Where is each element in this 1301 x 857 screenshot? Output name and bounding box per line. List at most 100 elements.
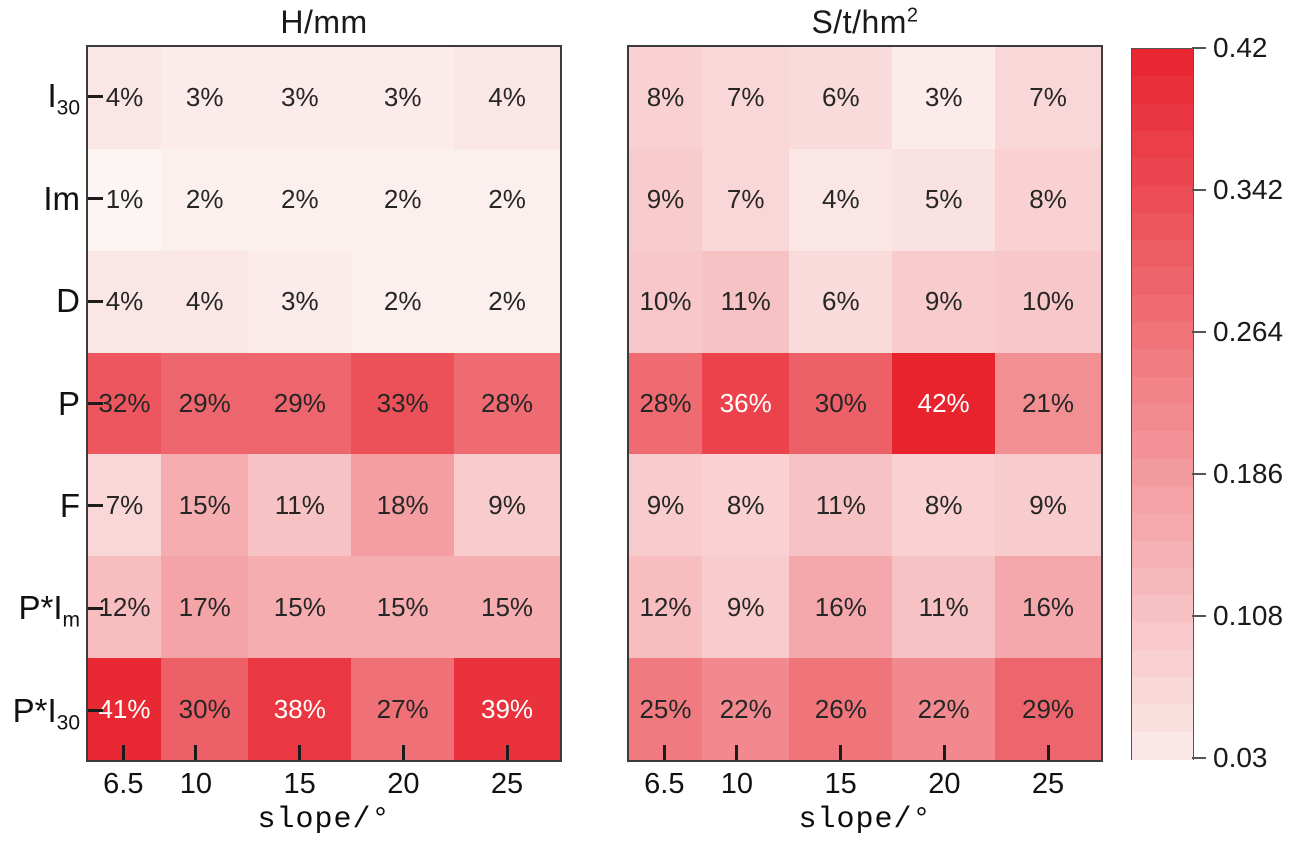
x-axis-label: slope/° bbox=[257, 803, 391, 837]
heatmap-cell: 41% bbox=[88, 658, 161, 760]
heatmap-cell: 7% bbox=[702, 47, 790, 149]
heatmap-cell: 3% bbox=[892, 47, 996, 149]
colorbar-step bbox=[1132, 294, 1193, 323]
x-axis-tick bbox=[839, 745, 843, 760]
heatmap-cell: 8% bbox=[629, 47, 702, 149]
heatmap-cell: 22% bbox=[892, 658, 996, 760]
heatmap-cell: 4% bbox=[88, 47, 161, 149]
heatmap-cell: 21% bbox=[995, 352, 1101, 455]
x-tick-label: 20 bbox=[928, 768, 961, 800]
y-axis-tick bbox=[88, 197, 103, 201]
colorbar-step bbox=[1132, 649, 1193, 678]
colorbar-step bbox=[1132, 103, 1193, 132]
heatmap-cell: 6% bbox=[789, 47, 893, 149]
heatmap-cell: 2% bbox=[248, 148, 352, 251]
heatmap-cell: 16% bbox=[995, 556, 1101, 659]
heatmap-cell: 4% bbox=[161, 250, 249, 353]
heatmap-cell: 16% bbox=[789, 556, 893, 659]
colorbar-step bbox=[1132, 404, 1193, 432]
heatmap-cell: 7% bbox=[88, 454, 161, 557]
colorbar-step bbox=[1132, 130, 1193, 159]
colorbar-step bbox=[1132, 513, 1193, 542]
y-tick-label: F bbox=[59, 486, 80, 524]
heatmap-cell: 2% bbox=[351, 250, 455, 353]
heatmap-cell: 3% bbox=[248, 250, 352, 353]
heatmap-cell: 2% bbox=[454, 250, 560, 353]
heatmap-cell: 22% bbox=[702, 658, 790, 760]
heatmap-cell: 6% bbox=[789, 250, 893, 353]
heatmap-cell: 36% bbox=[702, 352, 790, 455]
colorbar-step bbox=[1132, 731, 1193, 760]
colorbar-step bbox=[1132, 431, 1193, 460]
x-tick-label: 6.5 bbox=[103, 768, 144, 800]
colorbar-tick-label: 0.42 bbox=[1213, 32, 1268, 63]
heatmap-cell: 38% bbox=[248, 658, 352, 760]
colorbar-step bbox=[1132, 349, 1193, 378]
heatmap-cell: 33% bbox=[351, 352, 455, 455]
heatmap-cell: 11% bbox=[789, 454, 893, 557]
heatmap-cell: 11% bbox=[702, 250, 790, 353]
heatmap-cell: 15% bbox=[454, 556, 560, 659]
heatmap-cell: 15% bbox=[161, 454, 249, 557]
colorbar-step bbox=[1132, 567, 1193, 596]
colorbar-tick bbox=[1192, 331, 1206, 333]
heatmap-cell: 12% bbox=[629, 556, 702, 659]
heatmap-cell: 26% bbox=[789, 658, 893, 760]
colorbar-tick-label: 0.264 bbox=[1213, 316, 1284, 347]
colorbar-step bbox=[1132, 322, 1193, 350]
heatmap-cell: 7% bbox=[995, 47, 1101, 149]
heatmap-cell: 39% bbox=[454, 658, 560, 760]
y-tick-label: P bbox=[57, 384, 80, 422]
heatmap-cell: 28% bbox=[454, 352, 560, 455]
heatmap-cell: 25% bbox=[629, 658, 702, 760]
heatmap-cell: 8% bbox=[995, 148, 1101, 251]
heatmap-cell: 4% bbox=[789, 148, 893, 251]
colorbar-tick-label: 0.186 bbox=[1213, 458, 1284, 489]
heatmap-cell: 42% bbox=[892, 352, 996, 455]
colorbar-step bbox=[1132, 49, 1193, 77]
x-tick-label: 6.5 bbox=[644, 768, 685, 800]
colorbar-step bbox=[1132, 704, 1193, 733]
x-axis-tick bbox=[942, 745, 946, 760]
x-tick-label: 15 bbox=[283, 768, 316, 800]
y-tick-label: D bbox=[56, 282, 80, 320]
heatmap-cell: 29% bbox=[248, 352, 352, 455]
heatmap-cell: 9% bbox=[995, 454, 1101, 557]
colorbar-step bbox=[1132, 267, 1193, 296]
heatmap-cell: 18% bbox=[351, 454, 455, 557]
heatmap-cell: 4% bbox=[454, 47, 560, 149]
heatmap-cell: 5% bbox=[892, 148, 996, 251]
x-tick-label: 25 bbox=[490, 768, 524, 800]
heatmap-cell: 9% bbox=[629, 454, 702, 557]
panel-title: H/mm bbox=[280, 4, 368, 40]
colorbar-step bbox=[1132, 677, 1193, 705]
x-tick-label: 20 bbox=[387, 768, 420, 800]
colorbar-step bbox=[1132, 376, 1193, 405]
heatmap-cell: 9% bbox=[454, 454, 560, 557]
heatmap-cell: 2% bbox=[351, 148, 455, 251]
y-axis-tick bbox=[88, 504, 103, 508]
x-axis-tick bbox=[662, 745, 666, 760]
heatmap-cell: 3% bbox=[161, 47, 249, 149]
heatmap-cell: 7% bbox=[702, 148, 790, 251]
x-axis-label: slope/° bbox=[798, 803, 932, 837]
heatmap-cell: 4% bbox=[88, 250, 161, 353]
heatmap-plot: 4% 3% 3% 3% 4% 1% 2% 2% 2% 2% 4% 4% 3% 2% 2% 32% 29% 29% 3… bbox=[86, 45, 562, 762]
y-axis-tick bbox=[88, 94, 103, 98]
x-tick-label: 10 bbox=[720, 768, 754, 800]
colorbar-step bbox=[1132, 212, 1193, 241]
colorbar-tick bbox=[1192, 473, 1206, 475]
heatmap-cell: 9% bbox=[629, 148, 702, 251]
colorbar-tick-label: 0.108 bbox=[1213, 600, 1284, 631]
heatmap-cell: 3% bbox=[248, 47, 352, 149]
heatmap-cell: 10% bbox=[995, 250, 1101, 353]
colorbar-step bbox=[1132, 595, 1193, 624]
y-axis-tick bbox=[88, 402, 103, 405]
colorbar-step bbox=[1132, 185, 1193, 214]
y-axis-tick bbox=[88, 709, 103, 713]
y-tick-label: Im bbox=[43, 179, 80, 217]
x-axis-tick bbox=[735, 745, 739, 760]
heatmap-cell: 8% bbox=[892, 454, 996, 557]
colorbar-step bbox=[1132, 540, 1193, 569]
